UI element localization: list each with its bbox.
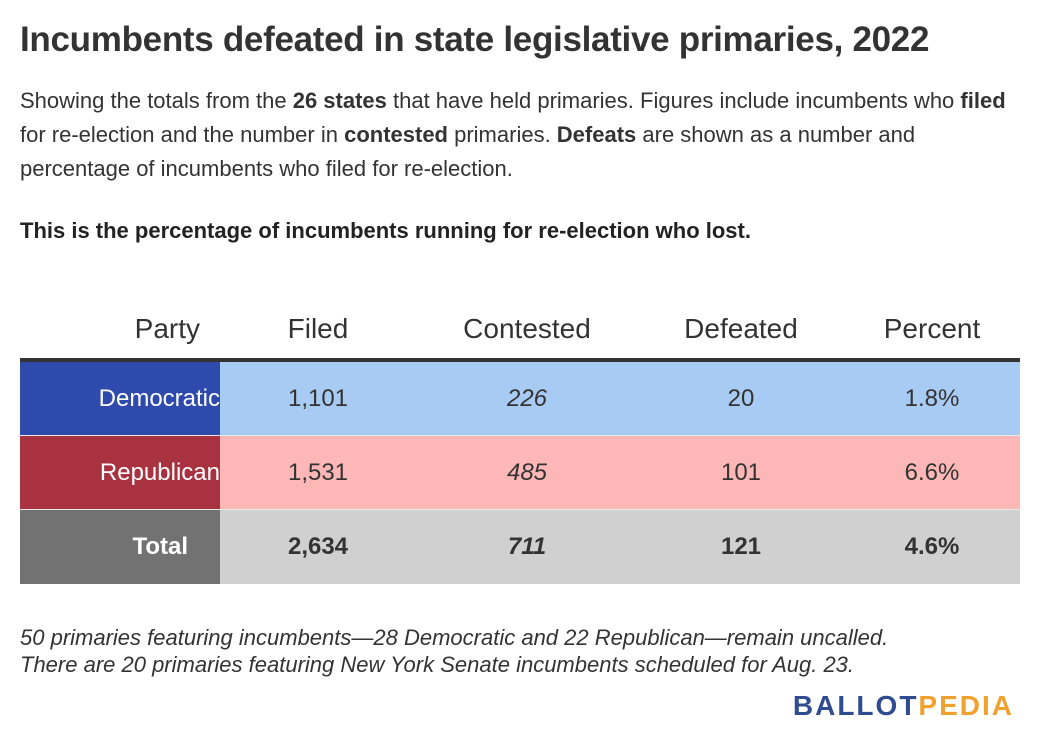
description-bold: Defeats [556, 122, 637, 147]
description-text: that have held primaries. Figures includ… [386, 88, 961, 113]
filed-cell: 2,634 [287, 533, 349, 560]
party-cell: Democratic [20, 362, 220, 435]
header-percent: Percent [883, 313, 981, 344]
chart-title: Incumbents defeated in state legislative… [20, 20, 930, 59]
subheading: This is the percentage of incumbents run… [20, 218, 751, 243]
row-divider [20, 509, 1020, 510]
defeated-cell: 101 [720, 458, 762, 486]
table-header: Party Filed Contested Defeated Percent [20, 300, 1020, 362]
party-cell: Republican [20, 436, 220, 509]
filed-cell: 1,531 [287, 458, 349, 486]
description-bold: 26 states [292, 88, 387, 113]
defeated-cell: 20 [727, 384, 755, 412]
header-filed: Filed [287, 313, 349, 344]
percent-cell: 1.8% [904, 384, 960, 412]
row-divider [20, 435, 1020, 436]
filed-cell: 1,101 [287, 384, 349, 412]
ballotpedia-logo: BALLOTPEDIA [793, 690, 1014, 722]
footnote-line: 50 primaries featuring incumbents—28 Dem… [20, 625, 889, 650]
description-text: Showing the totals from the [20, 88, 293, 113]
description-text: are shown as a number and percentage of … [20, 122, 916, 181]
header-party: Party [134, 313, 200, 344]
description-bold: contested [344, 122, 448, 147]
party-cell: Total [20, 510, 220, 584]
footnote-line: There are 20 primaries featuring New Yor… [20, 652, 855, 677]
percent-cell: 6.6% [904, 458, 960, 486]
logo-part-2: PEDIA [918, 690, 1014, 721]
description-text: primaries. [448, 122, 557, 147]
description-bold: filed [960, 88, 1006, 113]
logo-part-1: BALLOT [792, 690, 919, 721]
percent-cell: 4.6% [904, 533, 960, 560]
contested-cell: 711 [507, 533, 547, 560]
description: Showing the totals from the 26 states th… [20, 84, 1020, 186]
header-contested: Contested [463, 313, 591, 344]
footnote: 50 primaries featuring incumbents—28 Dem… [20, 624, 888, 678]
table-row-republican: Republican 1,531 485 101 6.6% [20, 436, 1020, 509]
description-text: for re-election and the number in [20, 122, 345, 147]
contested-cell: 226 [506, 384, 548, 412]
results-table: Party Filed Contested Defeated Percent D… [20, 300, 1020, 584]
table-row-total: Total 2,634 711 121 4.6% [20, 510, 1020, 584]
defeated-cell: 121 [720, 533, 762, 560]
contested-cell: 485 [506, 458, 548, 486]
table-row-democratic: Democratic 1,101 226 20 1.8% [20, 362, 1020, 435]
header-defeated: Defeated [684, 313, 798, 344]
